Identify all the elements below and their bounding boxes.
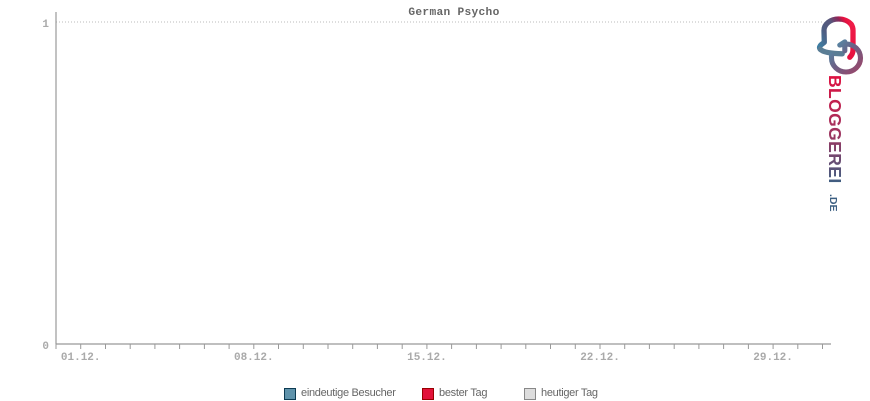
svg-text:0: 0 [42,341,49,353]
svg-text:BLOGGEREI: BLOGGEREI [825,75,845,184]
svg-text:01.12.: 01.12. [61,352,101,364]
svg-text:08.12.: 08.12. [234,352,274,364]
svg-text:29.12.: 29.12. [753,352,793,364]
svg-text:15.12.: 15.12. [407,352,447,364]
svg-text:.DE: .DE [827,194,839,212]
svg-text:22.12.: 22.12. [580,352,620,364]
svg-text:1: 1 [42,19,49,31]
